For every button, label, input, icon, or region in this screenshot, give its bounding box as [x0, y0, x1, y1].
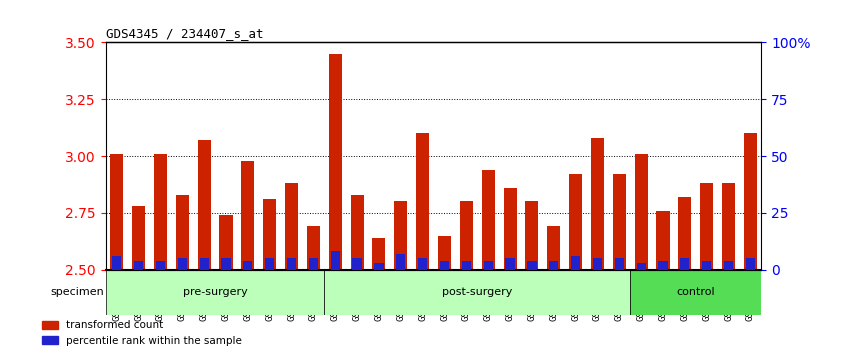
Bar [700, 183, 713, 270]
Bar [350, 195, 364, 270]
Bar [462, 261, 471, 270]
Bar [200, 258, 209, 270]
Bar [110, 154, 124, 270]
Bar [724, 261, 733, 270]
Bar [197, 140, 211, 270]
Text: post-surgery: post-surgery [442, 287, 513, 297]
Bar [613, 174, 626, 270]
Bar [438, 235, 451, 270]
Bar [503, 188, 517, 270]
Bar [571, 256, 580, 270]
Bar [134, 261, 143, 270]
Bar [394, 201, 407, 270]
Bar [702, 261, 711, 270]
Bar [547, 227, 560, 270]
Bar [615, 258, 624, 270]
Bar [265, 258, 274, 270]
Bar [593, 258, 602, 270]
Bar [309, 258, 318, 270]
Bar [569, 174, 582, 270]
Bar [353, 258, 362, 270]
Text: GDS4345 / 234407_s_at: GDS4345 / 234407_s_at [106, 27, 263, 40]
Text: specimen: specimen [51, 287, 105, 297]
Bar [156, 261, 165, 270]
Bar [241, 161, 255, 270]
Bar [418, 258, 427, 270]
Bar [722, 183, 735, 270]
Bar [222, 258, 231, 270]
Bar [374, 263, 383, 270]
Bar [396, 254, 405, 270]
Bar [176, 195, 189, 270]
Bar [591, 138, 604, 270]
Bar [744, 133, 757, 270]
Bar [331, 251, 340, 270]
Bar [484, 261, 493, 270]
Bar [219, 215, 233, 270]
Text: control: control [677, 287, 715, 297]
Bar [549, 261, 558, 270]
Bar [746, 258, 755, 270]
FancyBboxPatch shape [106, 270, 324, 315]
Bar [263, 199, 276, 270]
Bar [154, 154, 167, 270]
Bar [658, 261, 667, 270]
Legend: transformed count, percentile rank within the sample: transformed count, percentile rank withi… [39, 317, 245, 349]
Bar [287, 258, 296, 270]
Bar [636, 263, 645, 270]
Bar [678, 197, 691, 270]
Bar [416, 133, 429, 270]
Bar [527, 261, 536, 270]
Bar [505, 258, 514, 270]
Bar [328, 54, 342, 270]
Bar [285, 183, 298, 270]
Bar [680, 258, 689, 270]
FancyBboxPatch shape [324, 270, 630, 315]
Bar [460, 201, 473, 270]
Bar [178, 258, 187, 270]
FancyBboxPatch shape [630, 270, 761, 315]
Bar [481, 170, 495, 270]
Bar [634, 154, 648, 270]
Bar [372, 238, 386, 270]
Bar [243, 261, 252, 270]
Bar [440, 261, 449, 270]
Bar [525, 201, 538, 270]
Text: pre-surgery: pre-surgery [183, 287, 247, 297]
Bar [132, 206, 145, 270]
Bar [307, 227, 320, 270]
Bar [656, 211, 670, 270]
Bar [112, 256, 121, 270]
